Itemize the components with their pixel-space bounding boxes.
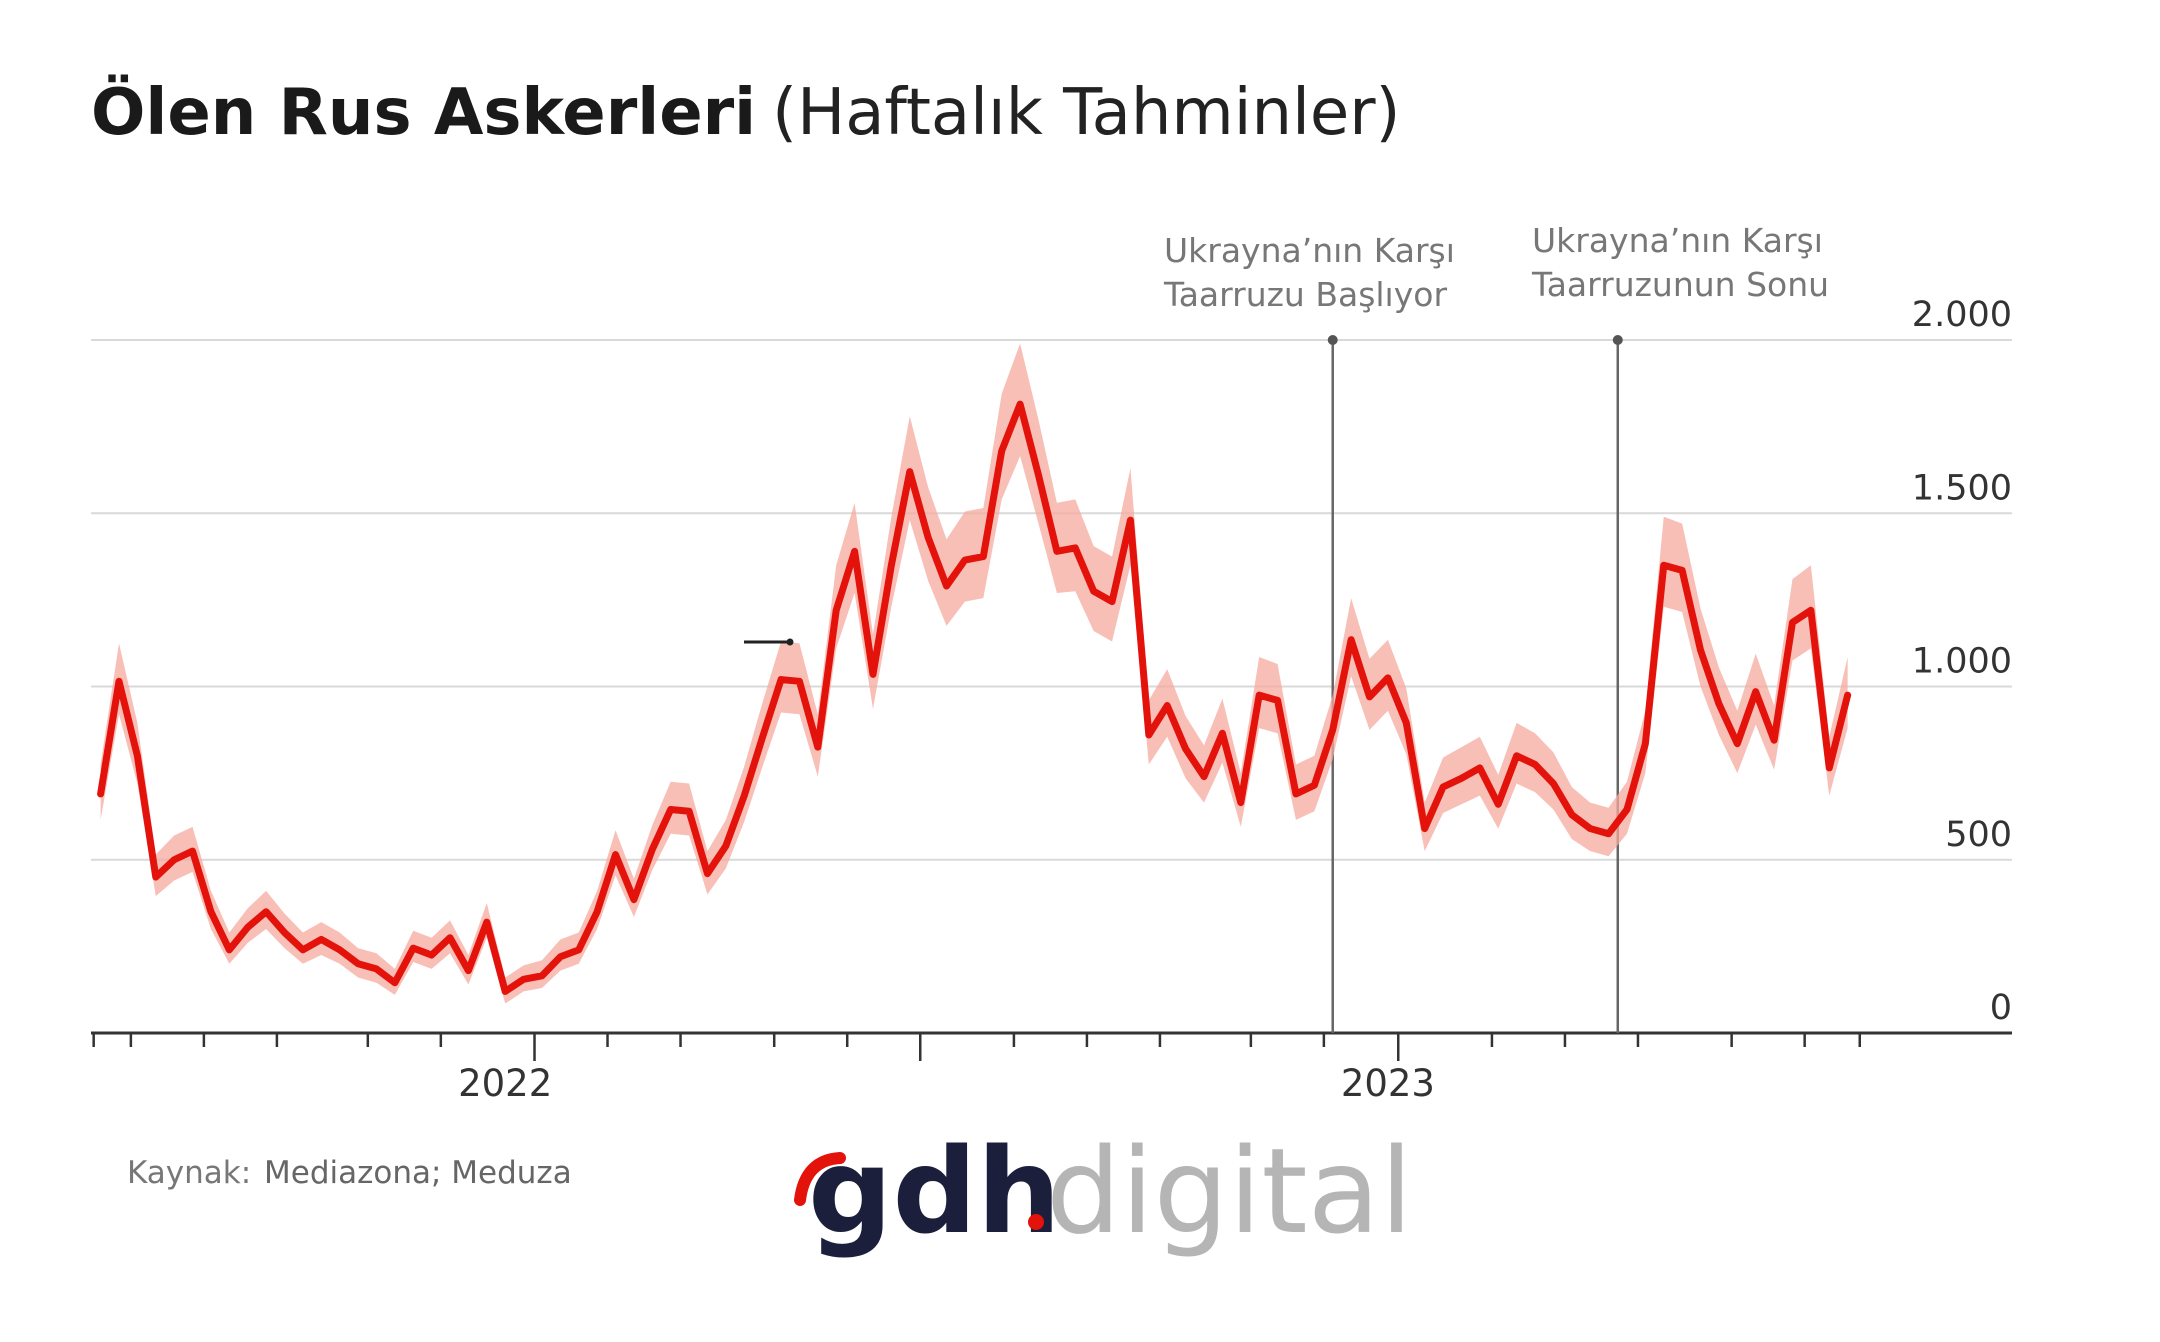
annotation-text: Taarruzunun Sonu <box>1531 265 1829 304</box>
x-tick-label: 2022 <box>458 1062 552 1105</box>
y-tick-label: 500 <box>1945 815 2012 855</box>
source-text: Mediazona; Meduza <box>264 1155 572 1191</box>
chart-title: Ölen Rus Askerleri <box>91 74 756 150</box>
x-tick-label: 2023 <box>1341 1062 1435 1105</box>
annotation-text: Taarruzu Başlıyor <box>1163 275 1447 314</box>
logo-dot <box>1028 1214 1044 1230</box>
logo-suffix: digital <box>1046 1122 1413 1260</box>
chart-subtitle: (Haftalık Tahminler) <box>772 76 1400 150</box>
annotation-dot <box>1612 335 1623 345</box>
arrow-head <box>786 638 794 646</box>
annotation-text: Ukrayna’nın Karşı <box>1164 231 1455 270</box>
data-line <box>97 400 1852 995</box>
y-tick-label: 1.500 <box>1912 468 2012 508</box>
y-tick-label: 2.000 <box>1912 295 2012 335</box>
y-tick-label: 0 <box>1990 988 2012 1028</box>
source-label: Kaynak: <box>127 1155 251 1191</box>
arrow <box>744 638 794 646</box>
annotation-dot <box>1327 335 1338 345</box>
chart-title-group: Ölen Rus Askerleri (Haftalık Tahminler) <box>91 74 1401 150</box>
logo-brand: gdh <box>808 1122 1061 1260</box>
annotation-text: Ukrayna’nın Karşı <box>1532 221 1823 260</box>
y-tick-label: 1.000 <box>1912 642 2012 682</box>
logo-arc <box>794 1152 846 1206</box>
confidence-band <box>100 343 1848 1004</box>
source: Kaynak: Mediazona; Meduza <box>127 1155 572 1191</box>
logo: gdh digital <box>794 1122 1413 1260</box>
